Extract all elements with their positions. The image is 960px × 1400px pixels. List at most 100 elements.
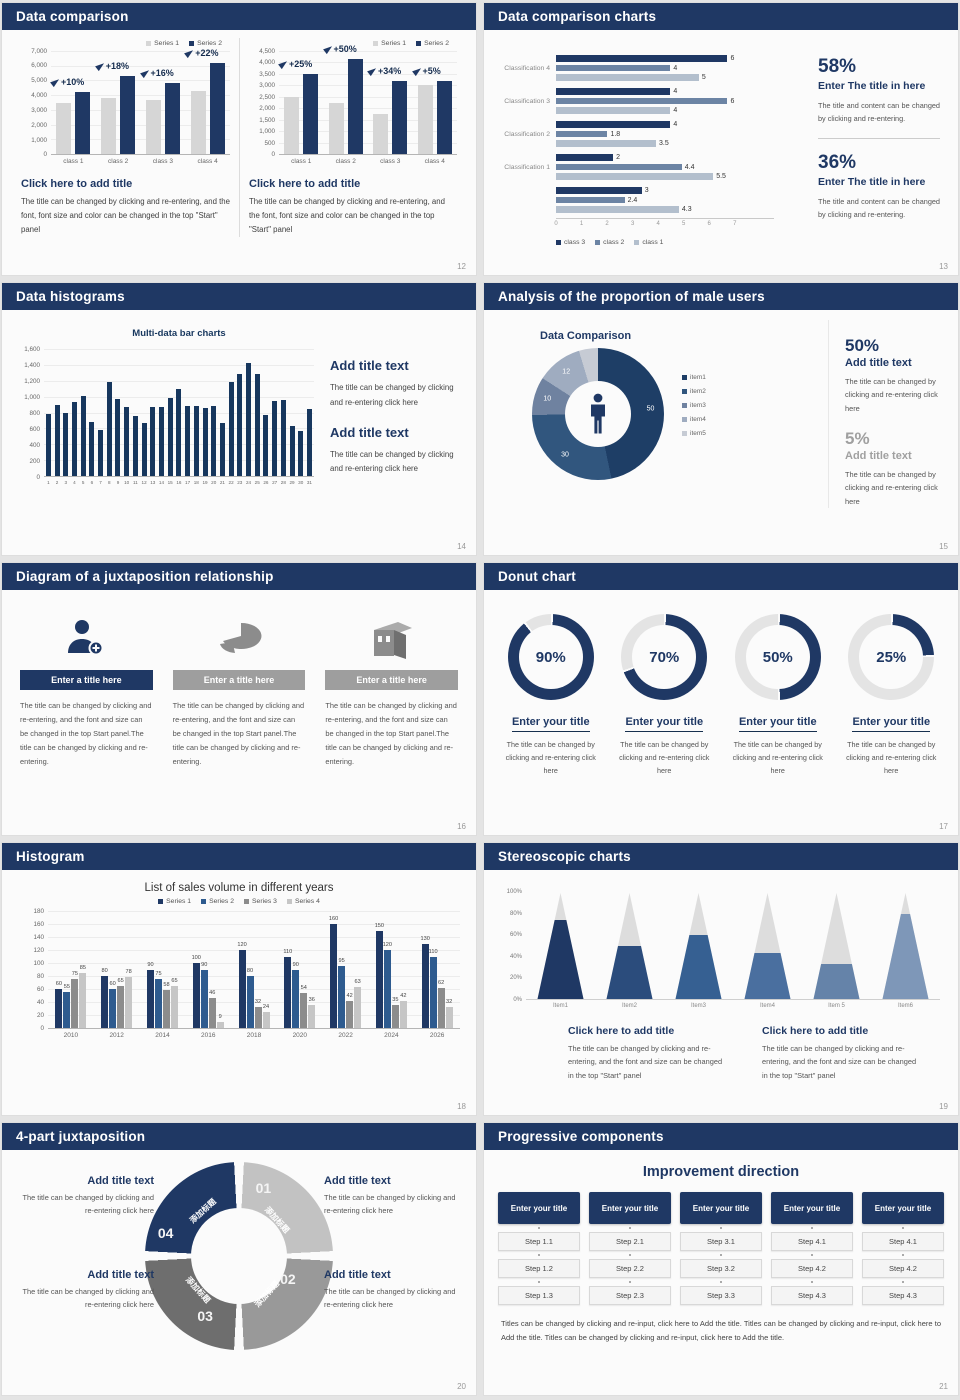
slide-title-bar: Donut chart (484, 563, 958, 590)
stat-percent: 58% (818, 56, 857, 77)
stat-block: 58% Enter The title in here The title an… (818, 56, 940, 125)
slide-title-bar: Histogram (2, 843, 476, 870)
column-header-button[interactable]: Enter your title (862, 1192, 944, 1224)
step-box[interactable]: Step 2.3 (589, 1286, 671, 1305)
donut-gauge-70: 70% (621, 614, 708, 700)
slide-16-juxtaposition-relationship[interactable]: Diagram of a juxtaposition relationship … (1, 562, 477, 836)
page-number: 13 (939, 262, 948, 271)
connector-dot (589, 1278, 671, 1286)
step-box[interactable]: Step 1.3 (498, 1286, 580, 1305)
step-column: Enter your title Step 3.1 Step 3.2 Step 3.3 (680, 1192, 762, 1305)
connector-dot (862, 1224, 944, 1232)
stat-body: The title can be changed by clicking and… (845, 377, 938, 413)
text-block: Click here to add title The title can be… (568, 1025, 728, 1082)
slide-21-progressive-components[interactable]: Progressive components Improvement direc… (483, 1122, 959, 1396)
connector-dot (862, 1278, 944, 1286)
title-bar-button[interactable]: Enter a title here (172, 670, 306, 690)
comparison-right-panel: Series 1 Series 2 4,500 4,000 3,500 3,000 2,50… (239, 38, 466, 238)
step-box[interactable]: Step 4.3 (771, 1286, 853, 1305)
grouped-bar-chart-right: Series 1 Series 2 4,500 4,000 3,500 3,000 2,50… (249, 40, 457, 165)
step-box[interactable]: Step 2.1 (589, 1232, 671, 1251)
block-heading: Add title text (87, 1175, 154, 1187)
column-header-button[interactable]: Enter your title (771, 1192, 853, 1224)
step-box[interactable]: Step 3.3 (680, 1286, 762, 1305)
column-header-button[interactable]: Enter your title (589, 1192, 671, 1224)
text-block: Add title text The title can be changed … (16, 1269, 154, 1312)
block-heading: Add title text (87, 1269, 154, 1281)
step-box[interactable]: Step 4.1 (862, 1232, 944, 1251)
stat-heading: Enter The title in here (818, 176, 926, 189)
connector-dot (680, 1251, 762, 1259)
donut-gauge-25: 25% (848, 614, 935, 700)
column-header-button[interactable]: Enter your title (680, 1192, 762, 1224)
slide-title-bar: Data comparison charts (484, 3, 958, 30)
nurse-icon (68, 620, 104, 656)
block-body: The title can be changed by clicking and… (330, 449, 454, 474)
step-box[interactable]: Step 1.1 (498, 1232, 580, 1251)
slide-20-four-part-juxtaposition[interactable]: 4-part juxtaposition 01 添加标题 02 添加标题 03 添加标题 0… (1, 1122, 477, 1396)
male-person-icon (591, 393, 605, 434)
gauge-body: The title can be changed by clicking and… (619, 740, 710, 775)
juxtaposition-column: Enter a title here The title can be chan… (20, 604, 153, 769)
text-block: Click here to add title The title can be… (762, 1025, 922, 1082)
stat-percent: 50% (845, 336, 880, 355)
step-box[interactable]: Step 2.2 (589, 1259, 671, 1278)
step-box[interactable]: Step 3.1 (680, 1232, 762, 1251)
step-box[interactable]: Step 4.3 (862, 1286, 944, 1305)
slide-title: Diagram of a juxtaposition relationship (16, 569, 274, 584)
step-box[interactable]: Step 1.2 (498, 1259, 580, 1278)
title-bar-button[interactable]: Enter a title here (325, 670, 458, 690)
slide-title: Donut chart (498, 569, 576, 584)
juxtaposition-column: Enter a title here The title can be chan… (172, 604, 306, 769)
block-body: The title can be changed by clicking and… (324, 1193, 456, 1215)
slide-18-histogram[interactable]: Histogram List of sales volume in differ… (1, 842, 477, 1116)
comparison-left-panel: Series 1 Series 2 7,000 6,000 5,000 4,000 3,00… (12, 38, 239, 237)
stat-block: 5% Add title text The title can be chang… (845, 429, 942, 508)
panel-heading: Click here to add title (21, 178, 133, 190)
title-bar-button[interactable]: Enter a title here (20, 670, 153, 690)
footer-text: Titles can be changed by clicking and re… (501, 1319, 941, 1342)
slide-title-bar: Data histograms (2, 283, 476, 310)
column-header-button[interactable]: Enter your title (498, 1192, 580, 1224)
column-body: The title can be changed by clicking and… (172, 701, 305, 767)
panel-heading: Click here to add title (249, 178, 361, 190)
page-number: 12 (457, 262, 466, 271)
slide-15-male-users-proportion[interactable]: Analysis of the proportion of male users… (483, 282, 959, 556)
step-box[interactable]: Step 3.2 (680, 1259, 762, 1278)
gauge-heading: Enter your title (511, 716, 590, 732)
block-heading: Add title text (324, 1175, 391, 1187)
donut-gauge-90: 90% (507, 614, 594, 700)
step-column: Enter your title Step 1.1 Step 1.2 Step 1.3 (498, 1192, 580, 1305)
block-body: The title can be changed by clicking and… (22, 1193, 154, 1215)
gauge-body: The title can be changed by clicking and… (732, 740, 823, 775)
step-column: Enter your title Step 2.1 Step 2.2 Step 2.3 (589, 1192, 671, 1305)
connector-dot (771, 1278, 853, 1286)
block-body: The title can be changed by clicking and… (324, 1287, 456, 1309)
chart-title: List of sales volume in different years (144, 882, 334, 894)
slide-14-data-histograms[interactable]: Data histograms Multi-data bar charts 1,… (1, 282, 477, 556)
connector-dot (589, 1224, 671, 1232)
step-box[interactable]: Step 4.1 (771, 1232, 853, 1251)
stat-block: 36% Enter The title in here The title an… (818, 152, 940, 221)
page-number: 16 (457, 822, 466, 831)
step-box[interactable]: Step 4.2 (771, 1259, 853, 1278)
step-box[interactable]: Step 4.2 (862, 1259, 944, 1278)
connector-dot (862, 1251, 944, 1259)
connector-dot (771, 1224, 853, 1232)
connector-dot (680, 1278, 762, 1286)
text-block: Add title text The title can be changed … (324, 1175, 462, 1218)
slide-19-stereoscopic-charts[interactable]: Stereoscopic charts 100% 80% 60% 40% 20% 0% It… (483, 842, 959, 1116)
slide-title-bar: Diagram of a juxtaposition relationship (2, 563, 476, 590)
slide-title: Progressive components (498, 1129, 664, 1144)
chart-title: Multi-data bar charts (132, 328, 226, 339)
divider (818, 138, 940, 140)
slide-12-data-comparison[interactable]: Data comparison Series 1 Series 2 7,000 6,0… (1, 2, 477, 276)
block-heading: Add title text (330, 358, 409, 373)
connector-dot (771, 1251, 853, 1259)
gauge-heading: Enter your title (852, 716, 931, 732)
text-block: Add title text The title can be changed … (330, 425, 460, 478)
slide-17-donut-chart[interactable]: Donut chart 90% Enter your title The tit… (483, 562, 959, 836)
gauge-column: 70% Enter your title The title can be ch… (612, 590, 718, 778)
